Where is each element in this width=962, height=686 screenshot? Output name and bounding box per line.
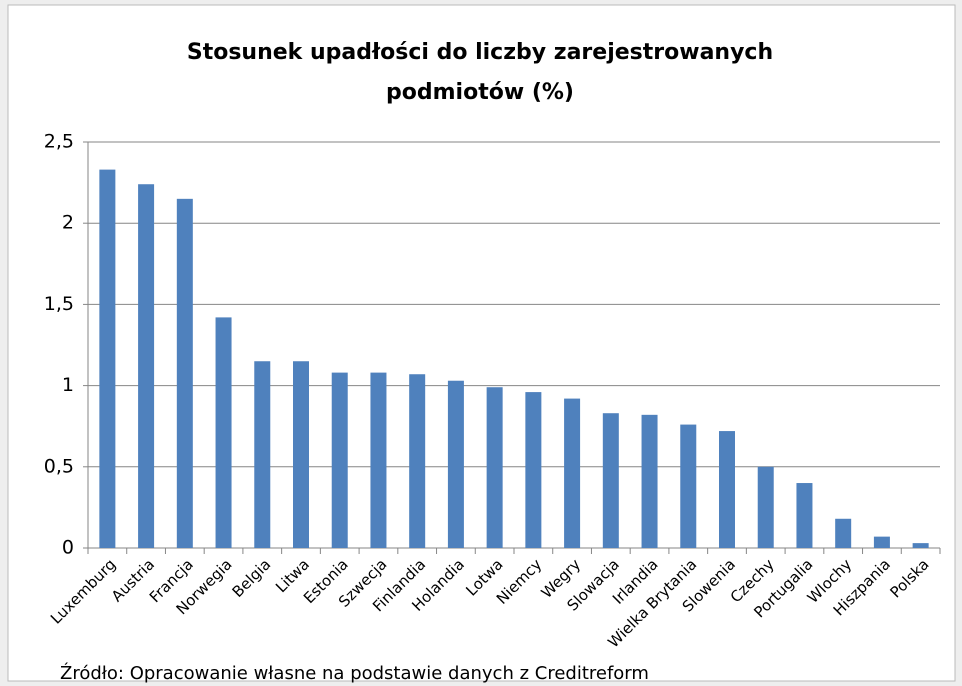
bar	[525, 392, 542, 548]
y-tick-label: 2,5	[44, 131, 74, 153]
bar	[757, 466, 774, 548]
bar	[215, 317, 232, 548]
bar	[99, 169, 116, 548]
y-tick-label: 0,5	[44, 455, 74, 477]
bar	[873, 536, 890, 548]
bar	[602, 413, 619, 548]
y-tick-label: 1,5	[44, 293, 74, 315]
bar	[138, 184, 155, 548]
bar	[254, 361, 271, 548]
bar	[719, 431, 735, 548]
bar	[641, 414, 658, 548]
bar	[564, 398, 581, 548]
bar	[409, 374, 426, 548]
bar	[912, 543, 929, 548]
y-tick-label: 1	[62, 374, 74, 396]
y-tick-label: 0	[62, 537, 74, 559]
bar	[176, 198, 193, 548]
source-note: Źródło: Opracowanie własne na podstawie …	[60, 662, 649, 684]
bar	[370, 372, 387, 548]
bar	[486, 387, 503, 548]
bar	[835, 518, 852, 548]
chart-panel	[7, 4, 956, 682]
bar	[293, 361, 309, 548]
y-tick-label: 2	[62, 212, 74, 234]
bar	[796, 483, 813, 548]
bar	[447, 380, 464, 548]
bar	[680, 424, 697, 548]
chart-title: Stosunek upadłości do liczby zarejestrow…	[186, 40, 774, 105]
bar	[331, 372, 348, 548]
